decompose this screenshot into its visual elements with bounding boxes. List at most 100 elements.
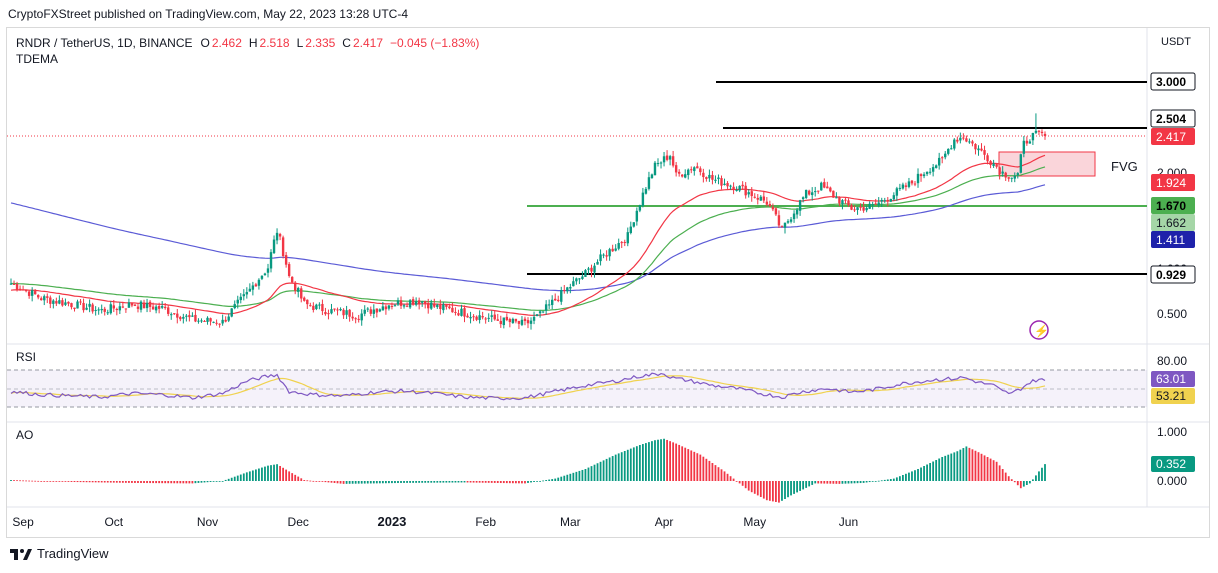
ao-bar: [645, 443, 647, 481]
candle-body: [931, 167, 935, 172]
time-tick-label: Nov: [197, 515, 218, 529]
candle-body: [572, 281, 575, 287]
ao-bar: [194, 481, 197, 484]
candle-body: [774, 208, 778, 215]
footer[interactable]: TradingView: [10, 546, 109, 561]
symbol-label[interactable]: RNDR / TetherUS, 1D, BINANCE: [16, 36, 193, 50]
ao-bar: [793, 481, 795, 494]
ao-bar: [173, 481, 176, 484]
ao-bar: [354, 481, 357, 484]
ao-bar: [121, 481, 124, 483]
ao-bar: [490, 481, 493, 483]
candle-body: [52, 300, 55, 304]
candle-body: [91, 304, 94, 312]
ao-bar: [841, 481, 844, 484]
indicator-label[interactable]: TDEMA: [16, 52, 58, 66]
rsi-line[interactable]: [10, 372, 1046, 401]
time-axis[interactable]: Sep Oct Nov Dec 2023 Feb Mar Apr May Jun: [12, 514, 858, 529]
candle-body: [910, 180, 914, 184]
candle-body: [342, 309, 345, 316]
ao-bar: [291, 473, 294, 481]
candle-body: [535, 314, 539, 317]
ema-fast-line[interactable]: [10, 154, 1046, 316]
candle-body: [215, 322, 218, 324]
candle-body: [823, 182, 826, 188]
price-chart[interactable]: FVG ⚡ USDT 2.000 1.000 0.500 3.000 2.504: [7, 28, 1209, 537]
ao-bar: [820, 481, 823, 484]
candle-body: [27, 291, 31, 296]
lightning-glyph: ⚡: [1034, 324, 1049, 338]
ao-bars[interactable]: [10, 438, 1046, 503]
ao-bar: [602, 460, 605, 481]
ao-bar: [200, 481, 203, 483]
candle-body: [185, 315, 188, 317]
ao-bar: [814, 481, 817, 484]
ao-bar: [88, 481, 91, 483]
ao-bar: [403, 481, 405, 483]
chart-frame[interactable]: FVG ⚡ USDT 2.000 1.000 0.500 3.000 2.504: [6, 27, 1210, 538]
ao-bar: [847, 481, 850, 484]
candle-body: [369, 309, 372, 314]
candle-body: [544, 304, 548, 311]
candle-body: [901, 184, 905, 189]
candle-body: [85, 307, 88, 310]
ao-bar: [705, 458, 708, 481]
candle-body: [481, 316, 484, 318]
indicator-row[interactable]: TDEMA: [16, 51, 479, 67]
candle-body: [64, 302, 67, 305]
ao-bar: [372, 481, 375, 484]
candle-body: [907, 181, 911, 187]
candle-body: [641, 192, 645, 206]
candle-body: [417, 300, 421, 304]
ao-bar: [137, 481, 139, 483]
ao-bar: [817, 481, 820, 484]
ao-bar: [203, 481, 206, 483]
ao-bar: [212, 481, 215, 482]
time-tick-label: Oct: [104, 515, 123, 529]
candles[interactable]: [9, 113, 1047, 330]
candle-body: [321, 303, 324, 312]
candle-body: [179, 317, 182, 320]
candle-body: [614, 248, 617, 251]
ao-bar: [388, 481, 390, 484]
ao-bar: [134, 481, 136, 483]
candle-body: [414, 301, 418, 305]
ao-bar: [923, 466, 925, 481]
candle-body: [953, 139, 956, 149]
candle-body: [804, 189, 808, 198]
candle-body: [523, 318, 527, 322]
candle-body: [880, 199, 883, 202]
time-tick-label: Sep: [12, 515, 34, 529]
candle-body: [278, 233, 282, 237]
ao-bar: [944, 455, 947, 481]
candle-body: [1043, 133, 1047, 136]
candle-body: [729, 185, 732, 187]
ao-bar: [744, 481, 747, 489]
candle-body: [717, 177, 720, 180]
ema-slow-line[interactable]: [10, 184, 1046, 292]
candle-body: [309, 305, 312, 307]
candle-body: [1019, 154, 1023, 173]
ao-bar: [778, 481, 780, 503]
candle-body: [67, 301, 70, 304]
candle-body: [375, 308, 379, 313]
candle-body: [411, 299, 415, 305]
fvg-zone[interactable]: [998, 151, 1096, 177]
candle-body: [959, 137, 962, 141]
candle-body: [557, 299, 560, 301]
candle-body: [735, 189, 738, 191]
ao-bar: [336, 481, 339, 484]
badge-3000: 3.000: [1150, 72, 1196, 91]
ao-bar: [962, 448, 965, 481]
ao-bar: [131, 481, 133, 483]
badge-ema-slow: 1.411: [1151, 231, 1195, 248]
ao-tick-1000: 1.000: [1157, 425, 1187, 439]
candle-body: [514, 318, 518, 322]
ao-bar: [805, 481, 808, 488]
candle-body: [638, 205, 642, 211]
candle-body: [847, 200, 850, 206]
ao-bar: [363, 481, 366, 484]
lightning-alert-icon[interactable]: [1029, 320, 1049, 340]
ao-bar: [273, 464, 275, 481]
candle-body: [275, 232, 279, 241]
